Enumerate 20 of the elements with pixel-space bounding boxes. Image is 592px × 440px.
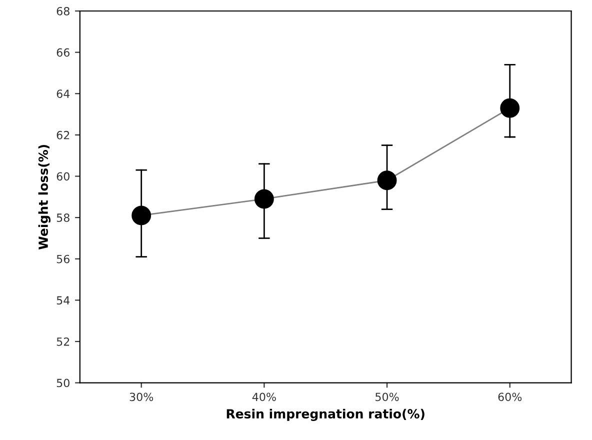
y-tick-label: 52	[56, 337, 70, 346]
point	[377, 170, 397, 190]
y-tick-label: 50	[56, 378, 70, 388]
y-tick-label: 60	[56, 172, 70, 181]
y-tick-label: 62	[56, 130, 70, 140]
y-tick-label: 64	[56, 90, 70, 98]
y-tick-label: 56	[56, 254, 70, 264]
y-axis-title: Weight loss(%)	[38, 144, 51, 250]
x-tick-label: 40%	[252, 392, 276, 402]
x-tick-label: 50%	[376, 392, 399, 402]
point	[254, 189, 274, 209]
y-tick-label: 66	[56, 48, 70, 57]
point	[132, 206, 152, 226]
x-tick-label: 30%	[130, 392, 154, 402]
y-tick-label: 54	[56, 296, 70, 305]
point	[500, 98, 520, 118]
y-tick-label: 68	[56, 6, 70, 16]
x-tick-label: 60%	[498, 392, 522, 402]
x-axis-title: Resin impregnation ratio(%)	[226, 408, 424, 422]
y-tick-label: 58	[56, 214, 70, 222]
